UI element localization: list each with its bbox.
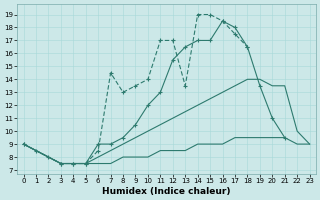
X-axis label: Humidex (Indice chaleur): Humidex (Indice chaleur) [102, 187, 231, 196]
